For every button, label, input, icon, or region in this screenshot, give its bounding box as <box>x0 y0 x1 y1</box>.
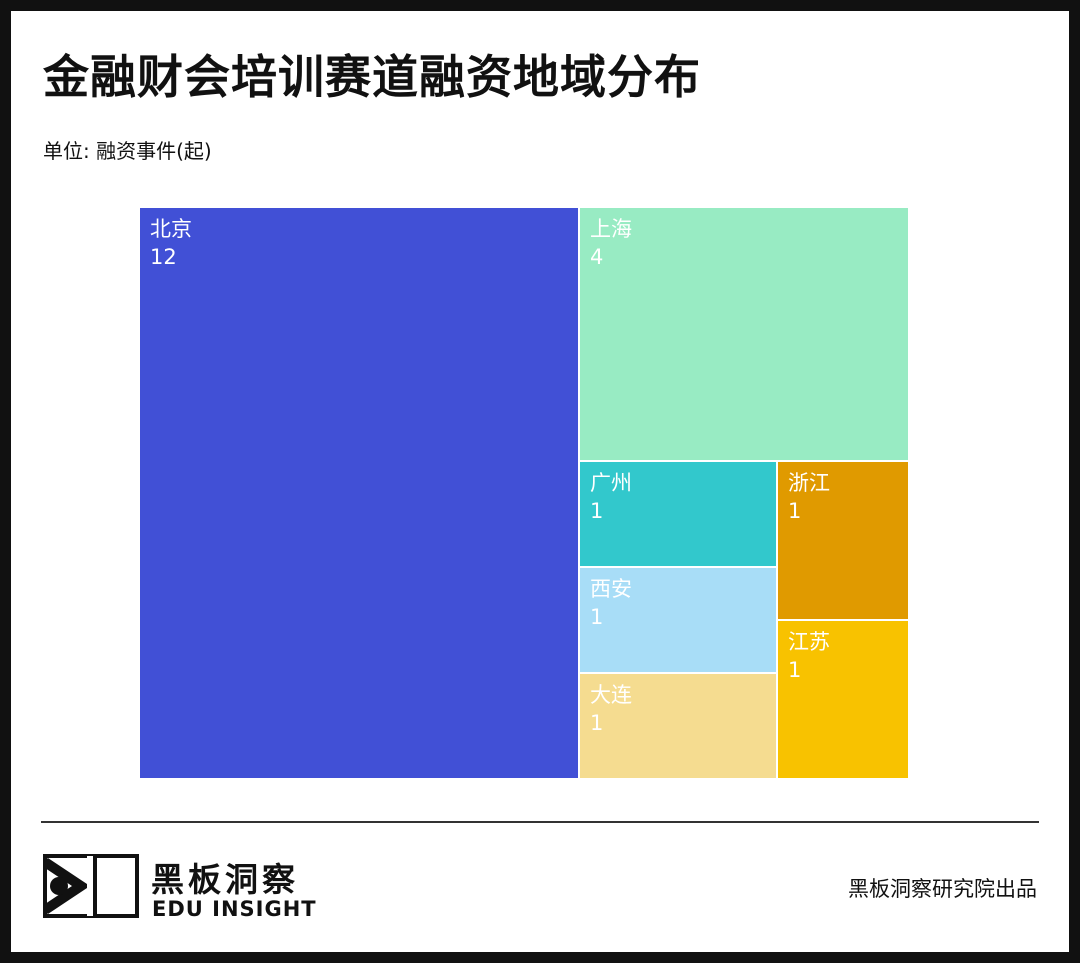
tile-value: 4 <box>590 245 604 269</box>
tile-label: 上海 <box>590 217 632 241</box>
tile-value: 1 <box>590 711 604 736</box>
tile-label: 广州 <box>590 471 632 496</box>
tile-value: 12 <box>150 245 177 269</box>
treemap-tile: 上海 4 <box>580 208 910 463</box>
treemap-tile: 西安 1 <box>580 568 778 675</box>
footer-credit: 黑板洞察研究院出品 <box>848 877 1037 901</box>
eye-frame-logo-icon <box>42 854 139 922</box>
tile-label: 大连 <box>590 683 632 708</box>
treemap-tile: 大连 1 <box>580 674 778 780</box>
chart-card: 金融财会培训赛道融资地域分布 单位: 融资事件(起) 北京 12 上海 4 广州 1 西安 1… <box>11 11 1069 952</box>
tile-label: 西安 <box>590 577 632 602</box>
treemap-tile: 江苏 1 <box>778 621 910 780</box>
unit-label: 单位: 融资事件(起) <box>43 139 212 163</box>
treemap-tile: 广州 1 <box>580 462 778 569</box>
treemap: 北京 12 上海 4 广州 1 西安 1 大连 1 浙江 1 江苏 1 <box>140 208 910 780</box>
tile-label: 江苏 <box>788 630 830 655</box>
brand-name-en: EDU INSIGHT <box>152 897 317 921</box>
divider <box>41 821 1039 823</box>
chart-title: 金融财会培训赛道融资地域分布 <box>43 50 701 104</box>
tile-label: 浙江 <box>788 471 830 496</box>
tile-value: 1 <box>590 499 604 524</box>
tile-value: 1 <box>590 605 604 630</box>
tile-value: 1 <box>788 658 802 683</box>
tile-value: 1 <box>788 499 802 524</box>
brand-name-cn: 黑板洞察 <box>151 860 299 899</box>
treemap-tile: 北京 12 <box>140 208 580 780</box>
treemap-tile: 浙江 1 <box>778 462 910 622</box>
tile-label: 北京 <box>150 217 192 241</box>
